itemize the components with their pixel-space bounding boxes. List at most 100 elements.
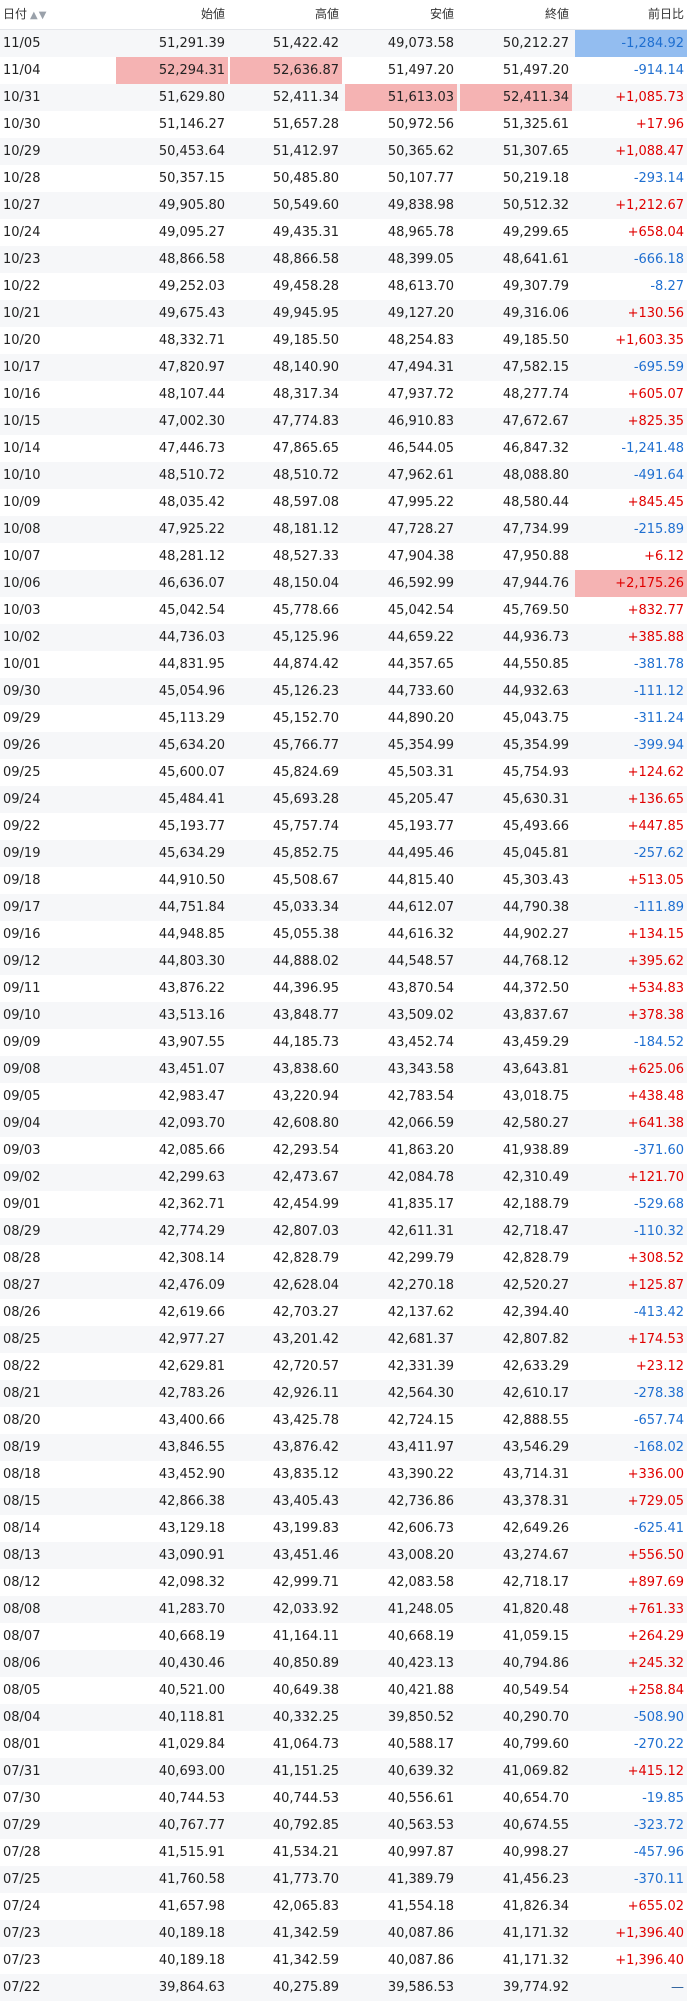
table-row: 10/27 49,905.80 50,549.60 49,838.98 50,512.3…	[0, 192, 687, 219]
table-row: 08/26 42,619.66 42,703.27 42,137.62 42,394.4…	[0, 1299, 687, 1326]
change-cell: +729.05	[627, 1494, 684, 1509]
low-cell: 51,497.20	[387, 63, 454, 78]
low-cell: 41,835.17	[387, 1197, 454, 1212]
close-cell: 40,794.86	[502, 1656, 569, 1671]
table-row: 08/05 40,521.00 40,649.38 40,421.88 40,549.5…	[0, 1677, 687, 1704]
open-cell: 51,291.39	[158, 36, 225, 51]
close-cell: 51,325.61	[502, 117, 569, 132]
date-cell: 07/28	[3, 1845, 41, 1860]
open-cell: 49,675.43	[158, 306, 225, 321]
header-change[interactable]: 前日比	[647, 7, 684, 21]
date-cell: 08/28	[3, 1251, 41, 1266]
date-cell: 08/15	[3, 1494, 41, 1509]
table-row: 07/25 41,760.58 41,773.70 41,389.79 41,456.2…	[0, 1866, 687, 1893]
table-row: 09/18 44,910.50 45,508.67 44,815.40 45,303.4…	[0, 867, 687, 894]
date-cell: 08/25	[3, 1332, 41, 1347]
low-cell: 44,733.60	[387, 684, 454, 699]
high-cell: 43,201.42	[272, 1332, 339, 1347]
close-cell: 45,354.99	[502, 738, 569, 753]
change-cell: +1,396.40	[615, 1926, 684, 1941]
date-cell: 10/06	[3, 576, 41, 591]
close-cell: 41,826.34	[502, 1899, 569, 1914]
change-cell: +264.29	[627, 1629, 684, 1644]
table-row: 09/04 42,093.70 42,608.80 42,066.59 42,580.2…	[0, 1110, 687, 1137]
open-cell: 41,657.98	[158, 1899, 225, 1914]
high-cell: 42,608.80	[272, 1116, 339, 1131]
change-cell: +23.12	[635, 1359, 684, 1374]
low-cell: 46,592.99	[387, 576, 454, 591]
low-cell: 43,452.74	[387, 1035, 454, 1050]
high-cell: 45,824.69	[272, 765, 339, 780]
high-cell: 50,549.60	[272, 198, 339, 213]
table-row: 10/23 48,866.58 48,866.58 48,399.05 48,641.6…	[0, 246, 687, 273]
close-cell: 45,043.75	[502, 711, 569, 726]
header-date[interactable]: 日付 ▲▼	[2, 0, 110, 29]
change-cell: -293.14	[633, 171, 684, 186]
low-cell: 44,616.32	[387, 927, 454, 942]
open-cell: 45,484.41	[158, 792, 225, 807]
close-cell: 44,932.63	[502, 684, 569, 699]
close-cell: 40,674.55	[502, 1818, 569, 1833]
low-cell: 42,066.59	[387, 1116, 454, 1131]
close-cell: 45,754.93	[502, 765, 569, 780]
date-cell: 08/21	[3, 1386, 41, 1401]
close-cell: 51,307.65	[502, 144, 569, 159]
header-open[interactable]: 始値	[200, 7, 225, 21]
high-cell: 49,435.31	[272, 225, 339, 240]
change-cell: -370.11	[633, 1872, 684, 1887]
date-cell: 10/20	[3, 333, 41, 348]
table-row: 08/27 42,476.09 42,628.04 42,270.18 42,520.2…	[0, 1272, 687, 1299]
low-cell: 49,073.58	[387, 36, 454, 51]
header-low[interactable]: 安値	[429, 7, 454, 21]
table-row: 09/05 42,983.47 43,220.94 42,783.54 43,018.7…	[0, 1083, 687, 1110]
table-row: 07/23 40,189.18 41,342.59 40,087.86 41,171.3…	[0, 1947, 687, 1974]
open-cell: 39,864.63	[158, 1980, 225, 1995]
date-cell: 09/10	[3, 1008, 41, 1023]
high-cell: 40,744.53	[272, 1791, 339, 1806]
low-cell: 42,084.78	[387, 1170, 454, 1185]
sort-arrows-icon[interactable]: ▲▼	[30, 10, 48, 21]
high-cell: 41,342.59	[272, 1926, 339, 1941]
close-cell: 42,649.26	[502, 1521, 569, 1536]
close-cell: 42,188.79	[502, 1197, 569, 1212]
change-cell: +1,212.67	[615, 198, 684, 213]
date-cell: 07/31	[3, 1764, 41, 1779]
table-header: 日付 ▲▼ 始値 高値 安値 終値 前日比	[0, 0, 687, 30]
close-cell: 42,520.27	[502, 1278, 569, 1293]
close-cell: 49,316.06	[502, 306, 569, 321]
open-cell: 42,362.71	[158, 1197, 225, 1212]
open-cell: 44,910.50	[158, 873, 225, 888]
high-cell: 45,778.66	[272, 603, 339, 618]
table-row: 09/19 45,634.29 45,852.75 44,495.46 45,045.8…	[0, 840, 687, 867]
table-row: 08/28 42,308.14 42,828.79 42,299.79 42,828.7…	[0, 1245, 687, 1272]
high-cell: 49,945.95	[272, 306, 339, 321]
high-cell: 42,807.03	[272, 1224, 339, 1239]
close-cell: 41,938.89	[502, 1143, 569, 1158]
date-cell: 10/15	[3, 414, 41, 429]
close-cell: 40,549.54	[502, 1683, 569, 1698]
date-cell: 10/02	[3, 630, 41, 645]
high-cell: 43,199.83	[272, 1521, 339, 1536]
low-cell: 47,962.61	[387, 468, 454, 483]
date-cell: 08/27	[3, 1278, 41, 1293]
open-cell: 45,054.96	[158, 684, 225, 699]
change-cell: -914.14	[633, 63, 684, 78]
high-cell: 49,458.28	[272, 279, 339, 294]
close-cell: 43,714.31	[502, 1467, 569, 1482]
header-close[interactable]: 終値	[544, 7, 569, 21]
close-cell: 48,277.74	[502, 387, 569, 402]
header-high[interactable]: 高値	[314, 7, 339, 21]
low-cell: 43,870.54	[387, 981, 454, 996]
close-cell: 47,944.76	[502, 576, 569, 591]
high-cell: 43,405.43	[272, 1494, 339, 1509]
low-cell: 42,564.30	[387, 1386, 454, 1401]
change-cell: -657.74	[633, 1413, 684, 1428]
change-cell: -168.02	[633, 1440, 684, 1455]
date-cell: 08/18	[3, 1467, 41, 1482]
high-cell: 41,064.73	[272, 1737, 339, 1752]
table-row: 10/03 45,042.54 45,778.66 45,042.54 45,769.5…	[0, 597, 687, 624]
low-cell: 42,137.62	[387, 1305, 454, 1320]
open-cell: 43,400.66	[158, 1413, 225, 1428]
date-cell: 09/30	[3, 684, 41, 699]
table-row: 10/20 48,332.71 49,185.50 48,254.83 49,185.5…	[0, 327, 687, 354]
